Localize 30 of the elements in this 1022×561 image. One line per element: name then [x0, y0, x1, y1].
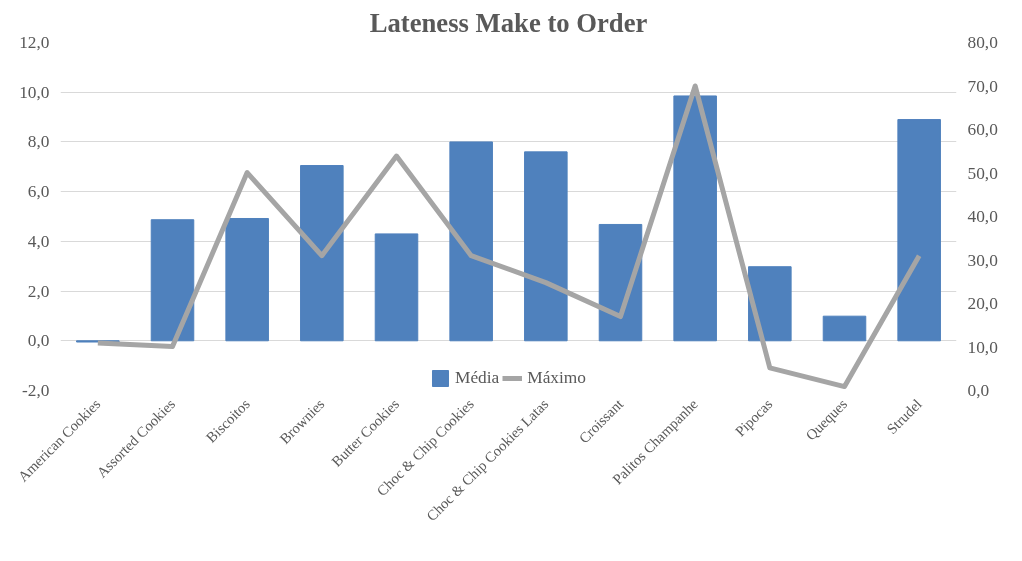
bar	[449, 141, 493, 342]
chart-title: Lateness Make to Order	[369, 7, 648, 38]
y2-tick-label: 10,0	[967, 337, 998, 357]
bar	[748, 266, 792, 342]
bar	[300, 165, 344, 342]
bar	[897, 119, 941, 342]
y-tick-label: 0,0	[27, 331, 50, 351]
y2-tick-label: 30,0	[967, 250, 998, 270]
y2-tick-label: 20,0	[967, 294, 998, 313]
bar	[374, 233, 419, 342]
y2-tick-label: 60,0	[967, 120, 998, 139]
y2-tick-label: 40,0	[967, 207, 998, 226]
y-tick-label: 10,0	[19, 82, 50, 102]
y-tick-label: 8,0	[27, 132, 50, 152]
y-tick-label: 6,0	[27, 182, 50, 202]
y2-tick-label: 0,0	[967, 381, 990, 400]
bar	[150, 219, 195, 342]
y2-tick-label: 80,0	[967, 33, 998, 52]
y2-tick-label: 70,0	[967, 76, 998, 96]
legend-label: Máximo	[527, 368, 587, 388]
y-tick-label: 4,0	[27, 231, 50, 251]
y2-tick-label: 50,0	[967, 163, 998, 183]
y-tick-label: 2,0	[27, 281, 50, 301]
y-tick-label: -2,0	[22, 381, 50, 400]
bar	[673, 95, 717, 342]
legend-label: Média	[454, 368, 500, 388]
bar	[225, 217, 269, 342]
bar	[524, 151, 568, 342]
bar	[822, 315, 867, 342]
y-tick-label: 12,0	[19, 33, 50, 52]
